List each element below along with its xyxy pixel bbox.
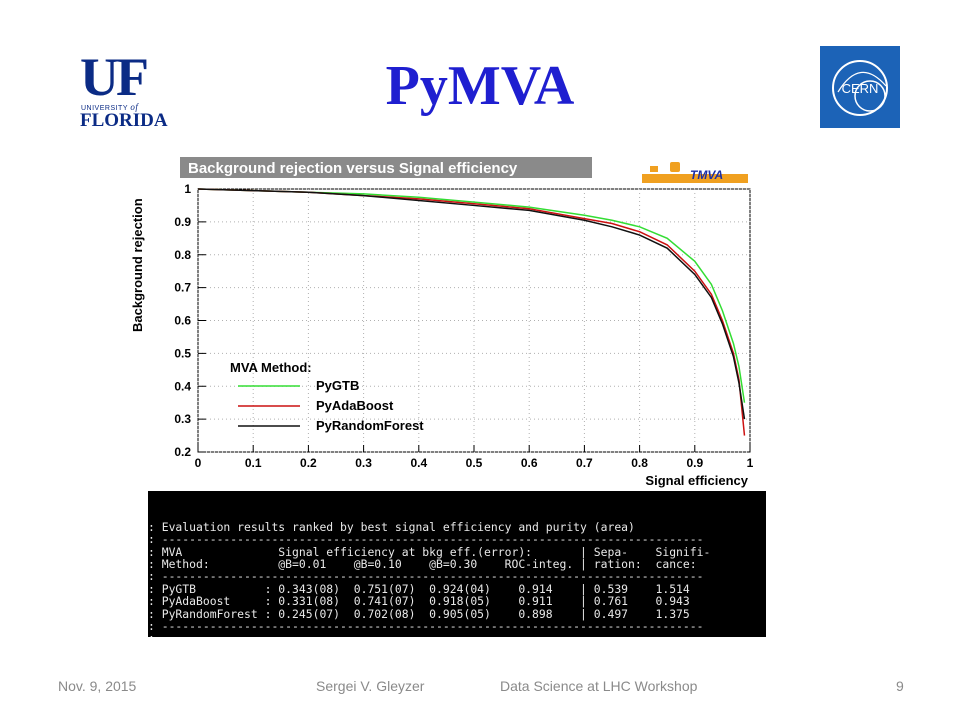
legend-title: MVA Method: [230, 360, 312, 375]
legend: MVA Method: PyGTB PyAdaBoost PyRandomForest [230, 360, 424, 433]
console-line: : PyAdaBoost : 0.331(08) 0.741(07) 0.918… [148, 594, 690, 609]
x-tick-label: 0 [195, 456, 202, 470]
y-tick-label: 1 [184, 182, 191, 196]
console-line: : [148, 632, 766, 637]
tmva-results-console: : Evaluation results ranked by best sign… [148, 491, 766, 637]
x-tick-label: 0.6 [521, 456, 538, 470]
console-line: : --------------------------------------… [148, 618, 704, 633]
roc-chart: Background rejection versus Signal effic… [130, 152, 760, 492]
tick-layer: 0 0.1 0.2 0.3 0.4 0.5 0.6 0.7 0.8 0.9 1 0.2 0.3 0.4 0.… [174, 182, 753, 470]
series-layer [197, 188, 746, 436]
chart-title: Background rejection versus Signal effic… [188, 160, 518, 177]
legend-entry: PyGTB [316, 378, 359, 393]
x-tick-label: 0.7 [576, 456, 593, 470]
y-tick-label: 0.9 [174, 215, 191, 229]
series-line-pygtb [197, 188, 746, 403]
footer-author: Sergei V. Gleyzer [316, 678, 425, 694]
x-tick-label: 0.9 [686, 456, 703, 470]
x-tick-label: 0.1 [245, 456, 262, 470]
cern-logo-emblem: CERN [832, 60, 888, 116]
console-line: : PyRandomForest : 0.245(07) 0.702(08) 0… [148, 606, 690, 621]
console-line: : Method: @B=0.01 @B=0.10 @B=0.30 ROC-in… [148, 556, 697, 571]
uf-logo: UF UNIVERSITY of FLORIDA [80, 47, 168, 134]
uf-logo-mark: UF [80, 47, 149, 107]
footer-event: Data Science at LHC Workshop [500, 678, 698, 694]
uf-logo-university: UNIVERSITY [81, 105, 128, 112]
x-axis-label: Signal efficiency [645, 473, 748, 488]
tmva-logo-text: TMVA [690, 168, 723, 182]
roc-plot: Background rejection versus Signal effic… [130, 152, 760, 492]
y-tick-label: 0.3 [174, 412, 191, 426]
y-tick-label: 0.5 [174, 346, 191, 360]
y-tick-label: 0.8 [174, 248, 191, 262]
x-tick-label: 0.2 [300, 456, 317, 470]
cern-logo: CERN [820, 46, 900, 128]
y-tick-label: 0.4 [174, 379, 191, 393]
legend-entry: PyAdaBoost [316, 398, 394, 413]
x-tick-label: 1 [747, 456, 754, 470]
uf-logo-of: of [130, 102, 139, 112]
y-tick-label: 0.2 [174, 445, 191, 459]
legend-entry: PyRandomForest [316, 418, 424, 433]
y-axis-label: Background rejection [130, 198, 145, 332]
y-tick-label: 0.6 [174, 314, 191, 328]
footer-page-number: 9 [896, 678, 904, 694]
series-line-pyrandomforest [197, 188, 746, 420]
x-tick-label: 0.5 [466, 456, 483, 470]
x-tick-label: 0.3 [355, 456, 372, 470]
footer-date: Nov. 9, 2015 [58, 678, 137, 694]
chart-title-banner [180, 157, 592, 178]
console-line: : --------------------------------------… [148, 532, 704, 547]
cern-logo-text: CERN [842, 81, 879, 96]
uf-logo-florida: FLORIDA [80, 110, 168, 131]
x-tick-label: 0.4 [410, 456, 427, 470]
console-line: : MVA Signal efficiency at bkg eff.(erro… [148, 544, 711, 559]
x-tick-label: 0.8 [631, 456, 648, 470]
slide-title: PyMVA [385, 55, 575, 117]
console-line: : PyGTB : 0.343(08) 0.751(07) 0.924(04) … [148, 581, 690, 596]
console-line: : Evaluation results ranked by best sign… [148, 519, 635, 534]
y-tick-label: 0.7 [174, 281, 191, 295]
tmva-logo: TMVA [642, 162, 748, 183]
console-line: : --------------------------------------… [148, 569, 704, 584]
